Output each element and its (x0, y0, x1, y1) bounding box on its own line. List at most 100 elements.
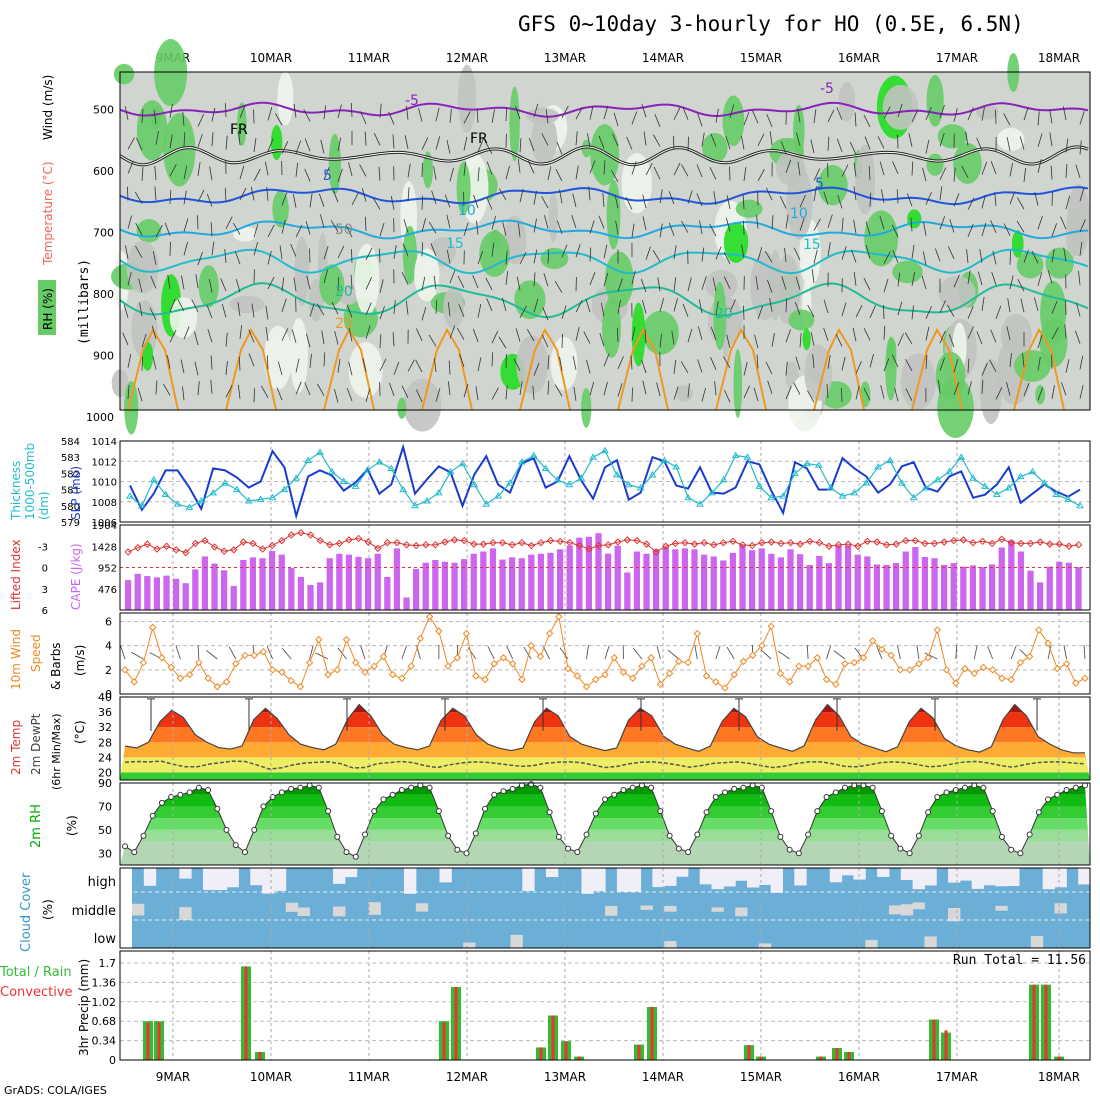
wind-speed-point (176, 674, 185, 682)
wind-barb (614, 194, 619, 209)
wind-barb (389, 382, 395, 397)
cape-tick: 1904 (92, 521, 117, 532)
wind-barb (348, 361, 353, 376)
cape-bar (816, 555, 823, 610)
wind-barb (373, 132, 381, 146)
wind-barb (447, 381, 451, 396)
cape-bar (1017, 551, 1025, 610)
rh-point (288, 785, 295, 792)
surface-wind-barb (955, 645, 958, 660)
wind-barb (1074, 330, 1081, 344)
wind-barb (653, 134, 661, 147)
wind-barb (1003, 223, 1011, 236)
cloud-middle (179, 907, 192, 920)
li-point (844, 540, 852, 548)
wind-speed-point (167, 663, 175, 672)
rh-label: RH (%) (41, 288, 55, 330)
cape-bar (153, 577, 161, 610)
wind-barb (211, 107, 216, 122)
wind-barb (267, 138, 274, 152)
rh-point (915, 832, 922, 839)
wind-barb (561, 244, 568, 258)
wind-barb (953, 193, 960, 207)
wind-barb (1062, 106, 1067, 120)
rh-point (223, 826, 230, 833)
wind-barb (220, 278, 227, 292)
wind-barb (309, 303, 315, 317)
li-point (450, 536, 459, 544)
wind-barb (1037, 215, 1043, 230)
rh-blob (136, 100, 168, 161)
wind-barb (696, 164, 703, 178)
wind-speed-point (435, 627, 443, 635)
wind-barb (939, 357, 945, 371)
wind-barb (589, 106, 594, 120)
precip-convective-bar (835, 1048, 839, 1060)
thickness-point (292, 474, 301, 481)
wind-barb (687, 383, 690, 398)
thickness-tick: 582 (61, 469, 80, 480)
cape-bar (384, 576, 391, 610)
thickness-point (672, 462, 681, 470)
wind-barb (379, 358, 387, 372)
wind-speed-point (924, 654, 932, 662)
wind-barb (583, 331, 591, 344)
wind-barb (533, 218, 537, 233)
surface-wind-barb (1063, 645, 1067, 660)
wind-barb (323, 246, 329, 260)
li-tick: 6 (42, 606, 48, 617)
wind-barb (393, 300, 396, 315)
wind-barb (743, 385, 750, 399)
wind-barb (267, 224, 275, 238)
wind-barb (435, 388, 441, 402)
wind-barb (248, 353, 255, 367)
wind-barb (841, 356, 846, 371)
wind-barb (599, 332, 605, 347)
cloud-high (404, 868, 417, 894)
rh-point (694, 831, 701, 838)
date-label-bottom: 11MAR (348, 1070, 390, 1084)
slp-frame (119, 440, 1091, 523)
wind-barb (155, 130, 159, 145)
wind-barb (883, 106, 891, 119)
surface-wind-barb (777, 650, 790, 660)
cape-bar (480, 551, 487, 610)
wind-barb (813, 249, 818, 264)
wind-barb (183, 132, 186, 147)
wind-barb (206, 305, 213, 319)
wind-barb (1023, 168, 1027, 182)
wind-barb (764, 250, 773, 263)
wind-barb (561, 305, 567, 319)
wind-barb (631, 270, 636, 285)
cloud-high (829, 868, 843, 883)
li-point (383, 539, 392, 547)
wind-barb (519, 138, 522, 153)
rh-point (851, 782, 858, 789)
surface-wind-barb (175, 645, 181, 660)
wind-barb (267, 250, 272, 265)
surface-wind-barb (467, 647, 477, 660)
precip-convective-bar (551, 1015, 555, 1060)
li-point (969, 539, 977, 547)
wind-barb (780, 141, 787, 155)
wind-barb (967, 107, 974, 121)
temp-contour-25 (225, 327, 277, 411)
rh-blob (443, 286, 464, 329)
wind-barb (602, 193, 605, 208)
precip-convective-bar (932, 1020, 936, 1060)
contour-label: FR (470, 131, 488, 147)
rh-point (1026, 831, 1033, 838)
rh-blob (892, 260, 923, 284)
cloud-high (959, 868, 973, 881)
wind-barb (372, 197, 381, 210)
wind-speed-point (905, 666, 914, 674)
cape-bar (998, 547, 1005, 610)
wind-barb (729, 299, 736, 313)
wind-barb (589, 220, 595, 234)
cloud-high (676, 868, 689, 877)
wind-barb (603, 381, 608, 396)
rh-blob (882, 84, 919, 130)
wind-barb (995, 305, 1002, 319)
rh-point (1082, 782, 1088, 789)
rh-blob (733, 349, 743, 419)
